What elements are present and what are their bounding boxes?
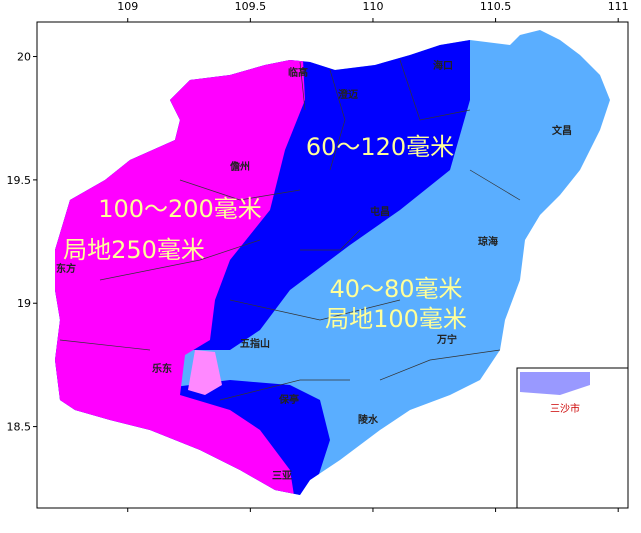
place-label: 儋州 <box>230 160 250 173</box>
region-sublabel: 局地100毫米 <box>325 305 467 333</box>
place-label: 乐东 <box>152 362 172 375</box>
y-tick-label: 19.5 <box>7 174 32 187</box>
place-label: 屯昌 <box>370 205 390 218</box>
x-tick-label: 109 <box>117 0 138 13</box>
place-label: 临高 <box>288 66 308 79</box>
place-label: 保亭 <box>278 393 299 406</box>
y-tick-label: 18.5 <box>7 421 32 434</box>
x-tick-label: 111 <box>608 0 629 13</box>
place-label: 陵水 <box>358 413 379 426</box>
place-label: 五指山 <box>240 337 270 350</box>
x-tick-label: 110.5 <box>480 0 512 13</box>
place-label: 三亚 <box>272 470 292 482</box>
place-label: 文昌 <box>552 124 572 137</box>
x-tick-label: 110 <box>362 0 383 13</box>
place-label: 三沙市 <box>550 402 580 415</box>
place-label: 海口 <box>433 59 453 72</box>
x-tick-label: 109.5 <box>235 0 267 13</box>
boundaries <box>59 59 521 401</box>
place-label: 琼海 <box>478 235 498 248</box>
y-tick-label: 19 <box>17 297 31 310</box>
place-label: 澄迈 <box>338 88 358 101</box>
place-label: 东方 <box>56 262 76 275</box>
place-label: 万宁 <box>436 333 457 346</box>
y-tick-label: 20 <box>17 51 31 64</box>
region-label: 100～200毫米 <box>98 195 262 223</box>
region-label: 40～80毫米 <box>329 275 462 303</box>
region-label: 60～120毫米 <box>306 133 454 161</box>
region-sublabel: 局地250毫米 <box>63 236 205 264</box>
patch <box>188 350 222 395</box>
inset-land <box>520 372 590 395</box>
